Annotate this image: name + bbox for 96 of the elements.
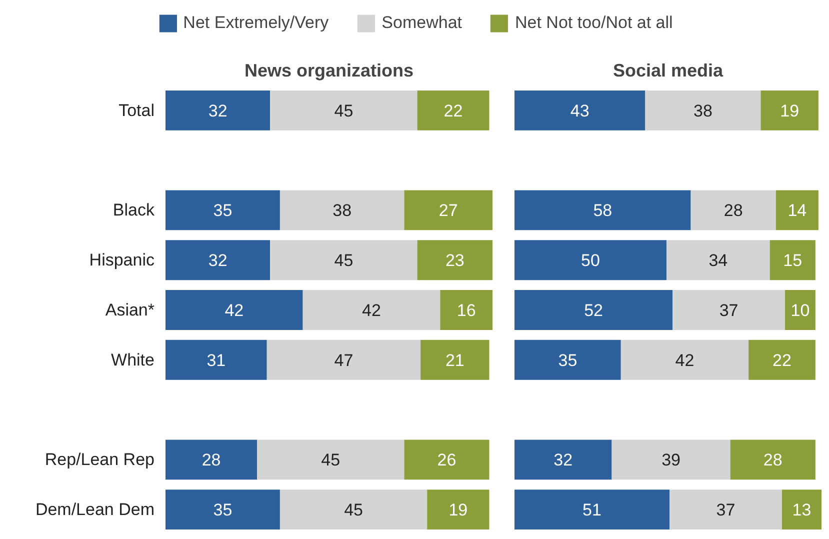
data-label: 45 <box>344 500 363 520</box>
data-label: 47 <box>334 350 354 370</box>
data-label: 45 <box>334 101 354 120</box>
bar <box>404 190 492 230</box>
bar <box>266 340 421 380</box>
data-label: 32 <box>208 101 228 120</box>
data-label: 32 <box>554 450 573 470</box>
bar <box>270 90 418 130</box>
data-label: 28 <box>763 450 782 470</box>
bar <box>440 290 492 330</box>
data-label: 19 <box>448 500 468 520</box>
data-label: 22 <box>444 101 463 120</box>
data-label: 19 <box>780 101 800 120</box>
bar <box>776 190 818 230</box>
bar <box>620 340 749 380</box>
bar <box>645 90 761 130</box>
bar <box>514 440 612 480</box>
legend-label: Net Extremely/Very <box>183 12 329 32</box>
bar <box>514 340 621 380</box>
data-label: 43 <box>570 101 590 120</box>
data-label: 38 <box>332 201 352 220</box>
bar <box>166 190 280 230</box>
data-label: 21 <box>445 350 464 370</box>
data-label: 27 <box>438 201 458 220</box>
y-tick-label: Black <box>112 200 155 220</box>
bar <box>612 440 730 480</box>
data-label: 35 <box>213 500 232 520</box>
bar <box>166 290 303 330</box>
bar <box>514 290 673 330</box>
chart-title: Social media <box>612 60 724 80</box>
chart-title: News organizations <box>244 60 414 80</box>
bar <box>514 490 670 530</box>
bar <box>785 290 816 330</box>
data-label: 16 <box>456 301 476 320</box>
data-label: 38 <box>694 101 712 120</box>
y-tick-label: White <box>111 350 155 370</box>
data-label: 35 <box>213 201 232 220</box>
bar <box>782 490 822 530</box>
data-label: 42 <box>224 301 244 320</box>
bar <box>666 240 770 280</box>
bar <box>514 190 691 230</box>
data-label: 32 <box>208 251 228 270</box>
bar <box>302 290 440 330</box>
data-label: 14 <box>788 201 807 220</box>
bar <box>166 490 280 530</box>
data-label: 31 <box>206 350 226 370</box>
data-label: 37 <box>716 500 736 520</box>
data-label: 58 <box>593 201 612 220</box>
data-label: 42 <box>362 301 381 320</box>
data-label: 45 <box>334 251 354 270</box>
data-label: 39 <box>662 450 681 470</box>
legend-label: Somewhat <box>382 12 462 32</box>
bar <box>690 190 776 230</box>
data-label: 26 <box>437 450 456 470</box>
data-label: 37 <box>719 301 738 320</box>
data-label: 45 <box>321 450 340 470</box>
bar <box>280 490 428 530</box>
bar <box>417 90 490 130</box>
bar <box>280 190 404 230</box>
bar <box>166 340 267 380</box>
data-label: 35 <box>558 350 578 370</box>
data-label: 52 <box>584 301 603 320</box>
bar <box>427 490 490 530</box>
y-tick-label: Dem/Lean Dem <box>35 500 155 520</box>
data-label: 28 <box>202 450 221 470</box>
bar <box>514 90 646 130</box>
data-label: 23 <box>445 251 464 270</box>
data-label: 42 <box>675 350 694 370</box>
data-label: 50 <box>581 251 600 270</box>
y-tick-label: Rep/Lean Rep <box>44 450 155 470</box>
bar <box>748 340 816 380</box>
bar <box>672 290 786 330</box>
bar <box>257 440 404 480</box>
bar <box>166 240 270 280</box>
data-label: 34 <box>708 251 728 270</box>
bar <box>417 240 492 280</box>
bar <box>760 90 818 130</box>
data-label: 22 <box>772 350 792 370</box>
bar <box>166 90 270 130</box>
bar <box>770 240 816 280</box>
y-tick-label: Total <box>118 100 155 120</box>
bar <box>420 340 490 380</box>
y-tick-label: Asian* <box>105 300 155 320</box>
data-label: 51 <box>582 500 602 520</box>
bar <box>730 440 816 480</box>
bar <box>166 440 258 480</box>
data-label: 15 <box>783 251 802 270</box>
bar <box>670 490 782 530</box>
data-label: 10 <box>790 301 810 320</box>
bar <box>404 440 490 480</box>
data-label: 13 <box>792 500 812 520</box>
data-label: 28 <box>724 201 743 220</box>
legend-label: Net Not too/Not at all <box>515 12 673 32</box>
bar <box>514 240 666 280</box>
y-tick-label: Hispanic <box>89 250 155 270</box>
bar <box>270 240 418 280</box>
